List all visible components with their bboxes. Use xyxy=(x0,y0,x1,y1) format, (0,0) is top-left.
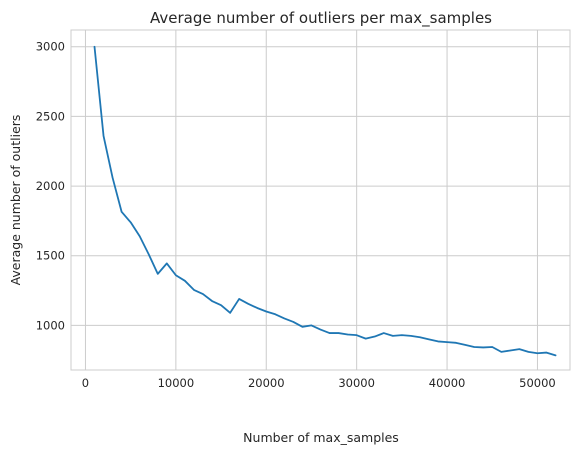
data-point xyxy=(473,346,475,348)
data-point xyxy=(518,348,520,350)
y-tick-label: 1000 xyxy=(36,318,65,332)
data-point xyxy=(238,298,240,300)
data-point xyxy=(247,303,249,305)
data-point xyxy=(292,321,294,323)
x-tick-label: 30000 xyxy=(338,376,375,390)
x-tick-label: 10000 xyxy=(158,376,195,390)
data-point xyxy=(102,135,105,137)
data-point xyxy=(347,333,349,336)
data-point xyxy=(500,351,502,353)
grid-lines xyxy=(71,30,570,370)
data-point xyxy=(428,338,430,340)
data-point xyxy=(184,280,186,282)
data-point xyxy=(211,300,213,302)
data-point xyxy=(229,312,231,314)
data-point xyxy=(265,310,267,313)
data-point xyxy=(491,346,493,348)
data-point xyxy=(111,177,114,179)
data-point xyxy=(220,304,222,306)
data-point xyxy=(437,340,439,343)
data-point xyxy=(446,341,448,343)
data-point xyxy=(175,274,177,276)
data-point xyxy=(464,344,466,346)
x-tick-label: 20000 xyxy=(248,376,285,390)
data-point xyxy=(356,334,358,336)
data-point xyxy=(536,352,539,354)
data-point xyxy=(283,317,285,320)
data-point xyxy=(482,346,484,349)
y-tick-label: 3000 xyxy=(36,40,65,54)
data-point xyxy=(419,336,421,338)
data-point xyxy=(310,324,313,327)
y-tick-label: 2500 xyxy=(36,109,65,123)
series-layer xyxy=(93,45,557,357)
data-point xyxy=(410,335,412,337)
y-tick-label: 1500 xyxy=(36,249,65,263)
x-axis-label: Number of max_samples xyxy=(243,430,399,445)
data-point xyxy=(401,334,403,336)
data-point xyxy=(166,262,168,265)
data-point xyxy=(121,211,123,213)
x-tick-label: 0 xyxy=(82,376,89,390)
data-point xyxy=(527,351,530,353)
data-point xyxy=(383,332,385,334)
series-line xyxy=(93,45,557,357)
plot-frame xyxy=(70,29,571,371)
data-point xyxy=(337,332,340,334)
data-point xyxy=(148,253,150,255)
data-point xyxy=(139,235,141,237)
data-point xyxy=(545,351,548,354)
data-point xyxy=(374,335,376,338)
data-point xyxy=(193,289,195,291)
data-point xyxy=(202,293,204,295)
x-tick-labels: 0 10000 20000 30000 40000 50000 xyxy=(82,376,556,390)
data-point xyxy=(93,46,96,48)
data-point xyxy=(455,342,457,344)
data-point xyxy=(509,349,511,352)
data-point xyxy=(392,335,394,337)
y-tick-label: 2000 xyxy=(36,179,65,193)
data-point xyxy=(554,354,557,356)
data-point xyxy=(274,313,276,315)
data-point xyxy=(256,307,258,309)
x-tick-label: 50000 xyxy=(519,376,556,390)
x-tick-label: 40000 xyxy=(429,376,466,390)
y-tick-labels: 1000 1500 2000 2500 3000 xyxy=(36,40,65,333)
data-point xyxy=(319,328,322,331)
data-point xyxy=(328,332,331,334)
data-point xyxy=(157,273,159,275)
data-point xyxy=(130,221,132,223)
data-point xyxy=(301,326,304,328)
data-point xyxy=(365,338,367,340)
chart-title: Average number of outliers per max_sampl… xyxy=(150,9,492,28)
y-axis-label: Average number of outliers xyxy=(8,115,23,286)
